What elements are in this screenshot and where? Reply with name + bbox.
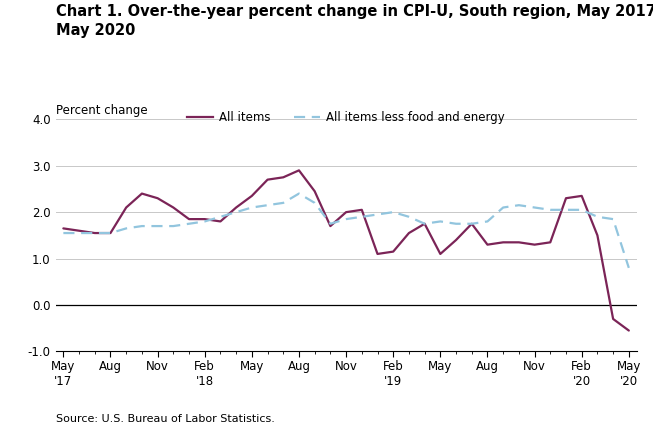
Legend: All items, All items less food and energy: All items, All items less food and energ… [183,106,509,129]
Text: Chart 1. Over-the-year percent change in CPI-U, South region, May 2017–
May 2020: Chart 1. Over-the-year percent change in… [56,4,653,38]
Text: Source: U.S. Bureau of Labor Statistics.: Source: U.S. Bureau of Labor Statistics. [56,414,274,424]
Text: Percent change: Percent change [56,104,147,117]
